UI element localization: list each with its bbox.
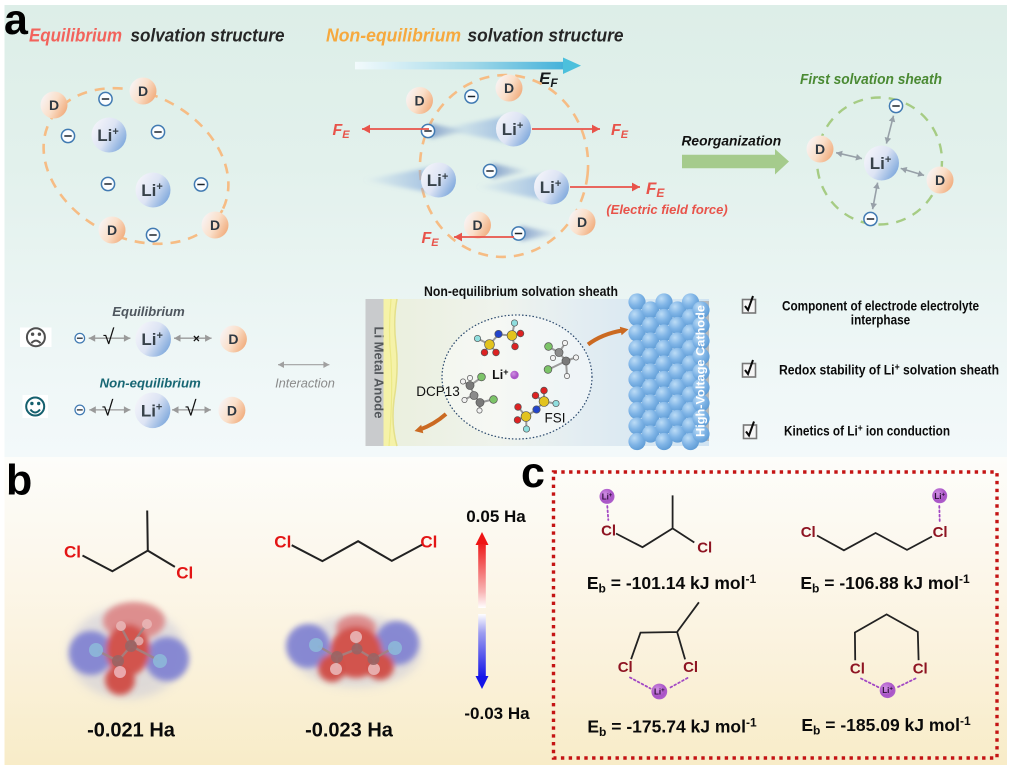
svg-text:Cl: Cl xyxy=(274,533,291,552)
svg-text:DCP13: DCP13 xyxy=(416,384,460,399)
svg-text:Li Metal Anode: Li Metal Anode xyxy=(372,327,387,419)
svg-text:solvation structure: solvation structure xyxy=(131,25,285,46)
svg-text:D: D xyxy=(577,214,587,230)
svg-text:Li+: Li+ xyxy=(882,686,893,695)
svg-text:Cl: Cl xyxy=(618,659,633,676)
svg-text:D: D xyxy=(227,402,237,418)
svg-text:D: D xyxy=(138,83,148,99)
svg-text:FSI: FSI xyxy=(544,411,565,426)
svg-text:c: c xyxy=(521,449,545,497)
svg-text:solvation structure: solvation structure xyxy=(468,25,624,46)
svg-text:Cl: Cl xyxy=(176,564,193,583)
svg-text:First solvation sheath: First solvation sheath xyxy=(800,71,942,88)
svg-text:Component of electrode electro: Component of electrode electrolyte xyxy=(782,298,979,314)
svg-text:D: D xyxy=(472,217,482,233)
svg-text:Li+: Li+ xyxy=(602,492,613,501)
svg-text:Interaction: Interaction xyxy=(275,376,335,391)
svg-text:-0.03 Ha: -0.03 Ha xyxy=(464,704,530,723)
svg-text:Cl: Cl xyxy=(683,659,698,676)
svg-text:Cl: Cl xyxy=(801,524,816,541)
svg-text:Non-equilibrium: Non-equilibrium xyxy=(100,376,201,391)
svg-text:Cl: Cl xyxy=(933,524,948,541)
svg-text:Eb = -101.14 kJ mol-1: Eb = -101.14 kJ mol-1 xyxy=(587,572,757,596)
svg-text:Eb = -185.09 kJ mol-1: Eb = -185.09 kJ mol-1 xyxy=(801,714,971,738)
svg-text:a: a xyxy=(4,0,29,44)
svg-text:-0.023 Ha: -0.023 Ha xyxy=(305,720,394,742)
svg-text:Cl: Cl xyxy=(420,533,437,552)
svg-text:Li+: Li+ xyxy=(654,688,665,697)
svg-text:Equilibrium: Equilibrium xyxy=(29,25,122,46)
svg-text:Cl: Cl xyxy=(913,661,928,678)
svg-text:D: D xyxy=(49,97,59,113)
svg-text:D: D xyxy=(414,93,424,109)
svg-text:×: × xyxy=(193,332,200,346)
svg-text:Reorganization: Reorganization xyxy=(681,134,781,149)
svg-text:D: D xyxy=(228,331,238,347)
svg-text:interphase: interphase xyxy=(851,312,910,328)
svg-text:(Electric field force): (Electric field force) xyxy=(606,202,727,217)
svg-text:D: D xyxy=(815,141,825,157)
svg-text:b: b xyxy=(6,457,32,505)
svg-text:D: D xyxy=(107,222,117,238)
svg-text:Kinetics of Li+ ion conduction: Kinetics of Li+ ion conduction xyxy=(784,423,950,439)
svg-text:√: √ xyxy=(103,326,115,349)
svg-text:Cl: Cl xyxy=(850,661,865,678)
svg-text:-0.021 Ha: -0.021 Ha xyxy=(87,720,176,742)
svg-text:Li+: Li+ xyxy=(934,492,945,501)
svg-text:D: D xyxy=(210,217,220,233)
svg-text:D: D xyxy=(504,80,514,96)
svg-text:D: D xyxy=(935,172,945,188)
svg-text:Equilibrium: Equilibrium xyxy=(112,304,185,319)
svg-text:Non-equilibrium: Non-equilibrium xyxy=(326,25,461,46)
svg-text:√: √ xyxy=(185,398,197,421)
svg-text:Eb = -106.88 kJ mol-1: Eb = -106.88 kJ mol-1 xyxy=(800,572,970,596)
svg-text:Eb = -175.74 kJ mol-1: Eb = -175.74 kJ mol-1 xyxy=(587,716,757,740)
svg-text:Non-equilibrium solvation shea: Non-equilibrium solvation sheath xyxy=(424,284,618,299)
svg-text:Redox stability of Li+ solvati: Redox stability of Li+ solvation sheath xyxy=(779,362,999,378)
svg-text:0.05 Ha: 0.05 Ha xyxy=(466,507,526,526)
svg-text:High-Voltage Cathode: High-Voltage Cathode xyxy=(694,305,708,437)
svg-text:Cl: Cl xyxy=(601,523,616,540)
svg-text:Cl: Cl xyxy=(64,543,81,562)
svg-text:√: √ xyxy=(102,398,114,421)
svg-text:Cl: Cl xyxy=(697,540,712,557)
